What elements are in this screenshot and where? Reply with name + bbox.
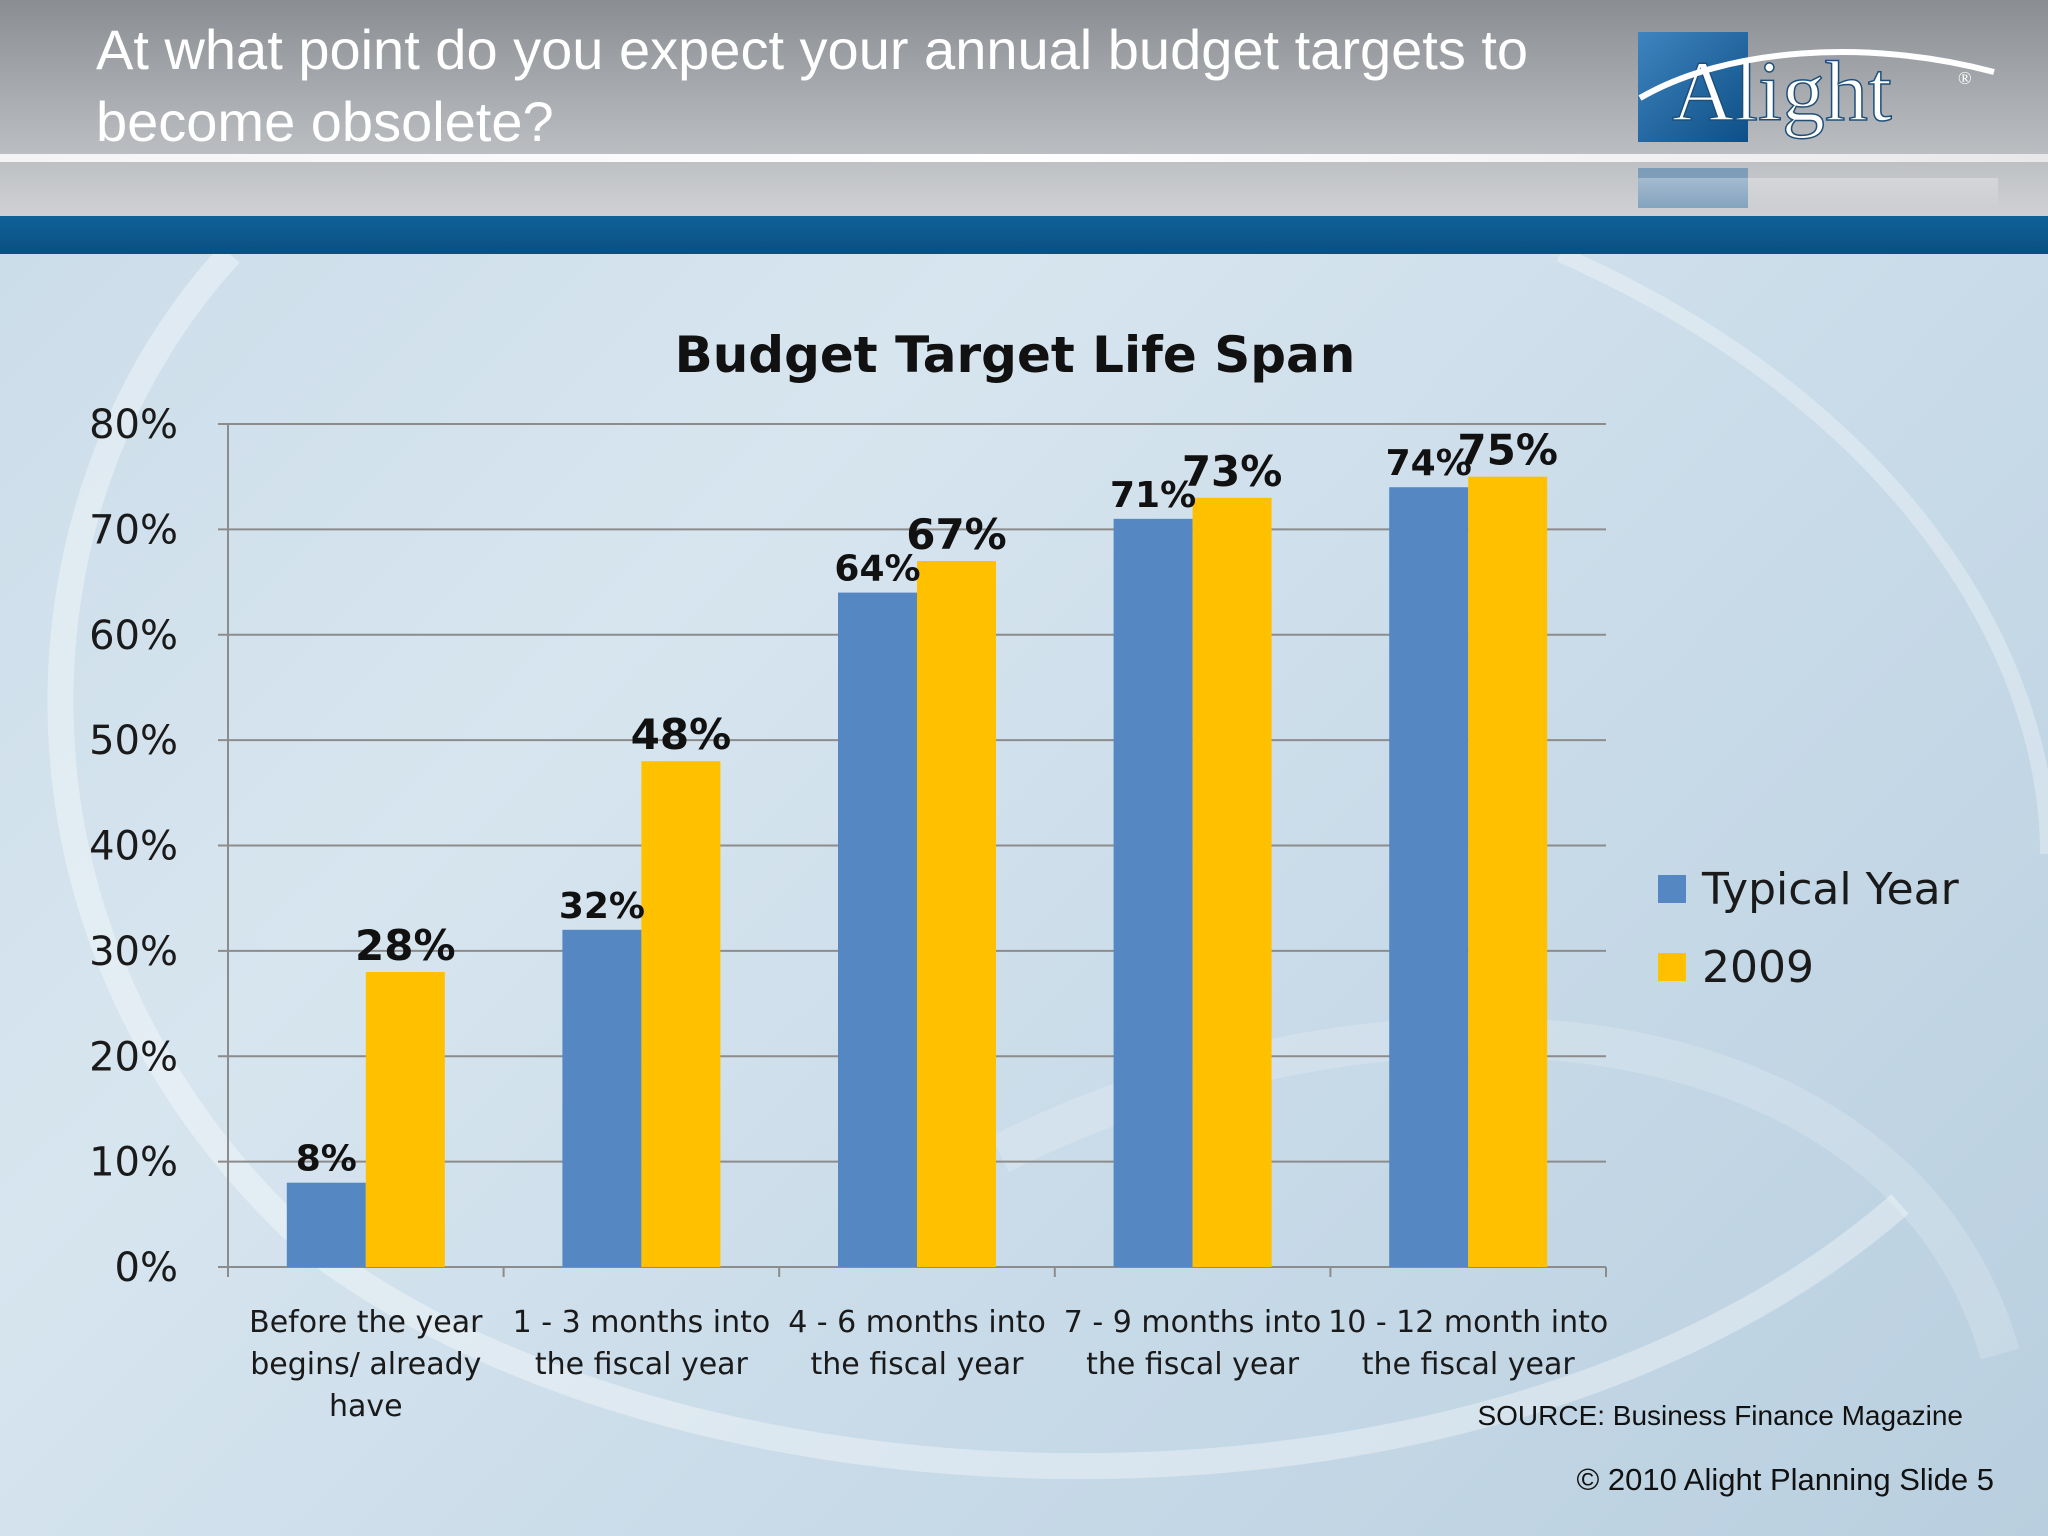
data-label: 73% [1182, 447, 1283, 496]
x-category-label: begins/ already [250, 1347, 481, 1382]
chart-title: Budget Target Life Span [675, 326, 1356, 384]
slide-footer: © 2010 Alight Planning Slide 5 [1576, 1462, 1994, 1497]
bar-2009 [1468, 476, 1548, 1267]
bar-typical-year [838, 592, 917, 1267]
alight-logo: Alight ® [1638, 32, 1998, 208]
slide-title: At what point do you expect your annual … [96, 18, 1529, 153]
y-tick-label: 40% [89, 824, 178, 870]
chart-legend: Typical Year 2009 [1658, 850, 1959, 1006]
bar-2009 [1192, 497, 1272, 1267]
data-label: 74% [1386, 443, 1472, 484]
legend-item-2009: 2009 [1658, 928, 1959, 1006]
data-label: 48% [631, 710, 732, 759]
y-tick-label: 70% [89, 507, 178, 553]
y-tick-label: 80% [89, 402, 178, 448]
source-note: SOURCE: Business Finance Magazine [1477, 1400, 1963, 1431]
x-category-label: have [329, 1389, 403, 1424]
bar-typical-year [286, 1182, 366, 1267]
legend-swatch-typical-year [1658, 875, 1686, 903]
x-category-label: the fiscal year [535, 1347, 749, 1382]
bar-typical-year [1113, 518, 1193, 1267]
y-tick-label: 0% [115, 1245, 178, 1291]
x-category-label: the fiscal year [811, 1347, 1025, 1382]
x-category-label: the fiscal year [1086, 1347, 1300, 1382]
bar-2009 [641, 761, 721, 1267]
bar-typical-year [1389, 487, 1469, 1268]
bar-2009 [917, 560, 996, 1267]
data-label: 28% [355, 921, 456, 970]
x-category-label: Before the year [249, 1305, 483, 1340]
bar-typical-year [562, 929, 642, 1267]
y-tick-label: 50% [89, 718, 178, 764]
data-label: 71% [1110, 475, 1196, 516]
x-category-label: 10 - 12 month into [1328, 1305, 1608, 1340]
y-tick-label: 20% [89, 1034, 178, 1080]
legend-item-typical-year: Typical Year [1658, 850, 1959, 928]
x-category-label: 1 - 3 months into [513, 1305, 771, 1340]
y-tick-label: 10% [89, 1140, 178, 1186]
data-label: 67% [906, 510, 1007, 559]
x-category-label: the fiscal year [1362, 1347, 1576, 1382]
data-label: 75% [1457, 426, 1558, 475]
data-label: 8% [296, 1139, 357, 1180]
legend-label: Typical Year [1702, 863, 1959, 915]
x-category-label: 7 - 9 months into [1064, 1305, 1322, 1340]
logo-text: Alight [1672, 43, 1892, 139]
header-stripe [0, 154, 2048, 162]
data-label: 32% [559, 886, 645, 927]
header-blue-band [0, 216, 2048, 254]
legend-label: 2009 [1702, 941, 1814, 993]
logo-registered-mark: ® [1958, 68, 1972, 88]
legend-swatch-2009 [1658, 953, 1686, 981]
y-tick-label: 60% [89, 613, 178, 659]
x-category-label: 4 - 6 months into [788, 1305, 1046, 1340]
data-label: 64% [834, 549, 920, 590]
y-tick-label: 30% [89, 929, 178, 975]
bar-2009 [365, 971, 445, 1267]
